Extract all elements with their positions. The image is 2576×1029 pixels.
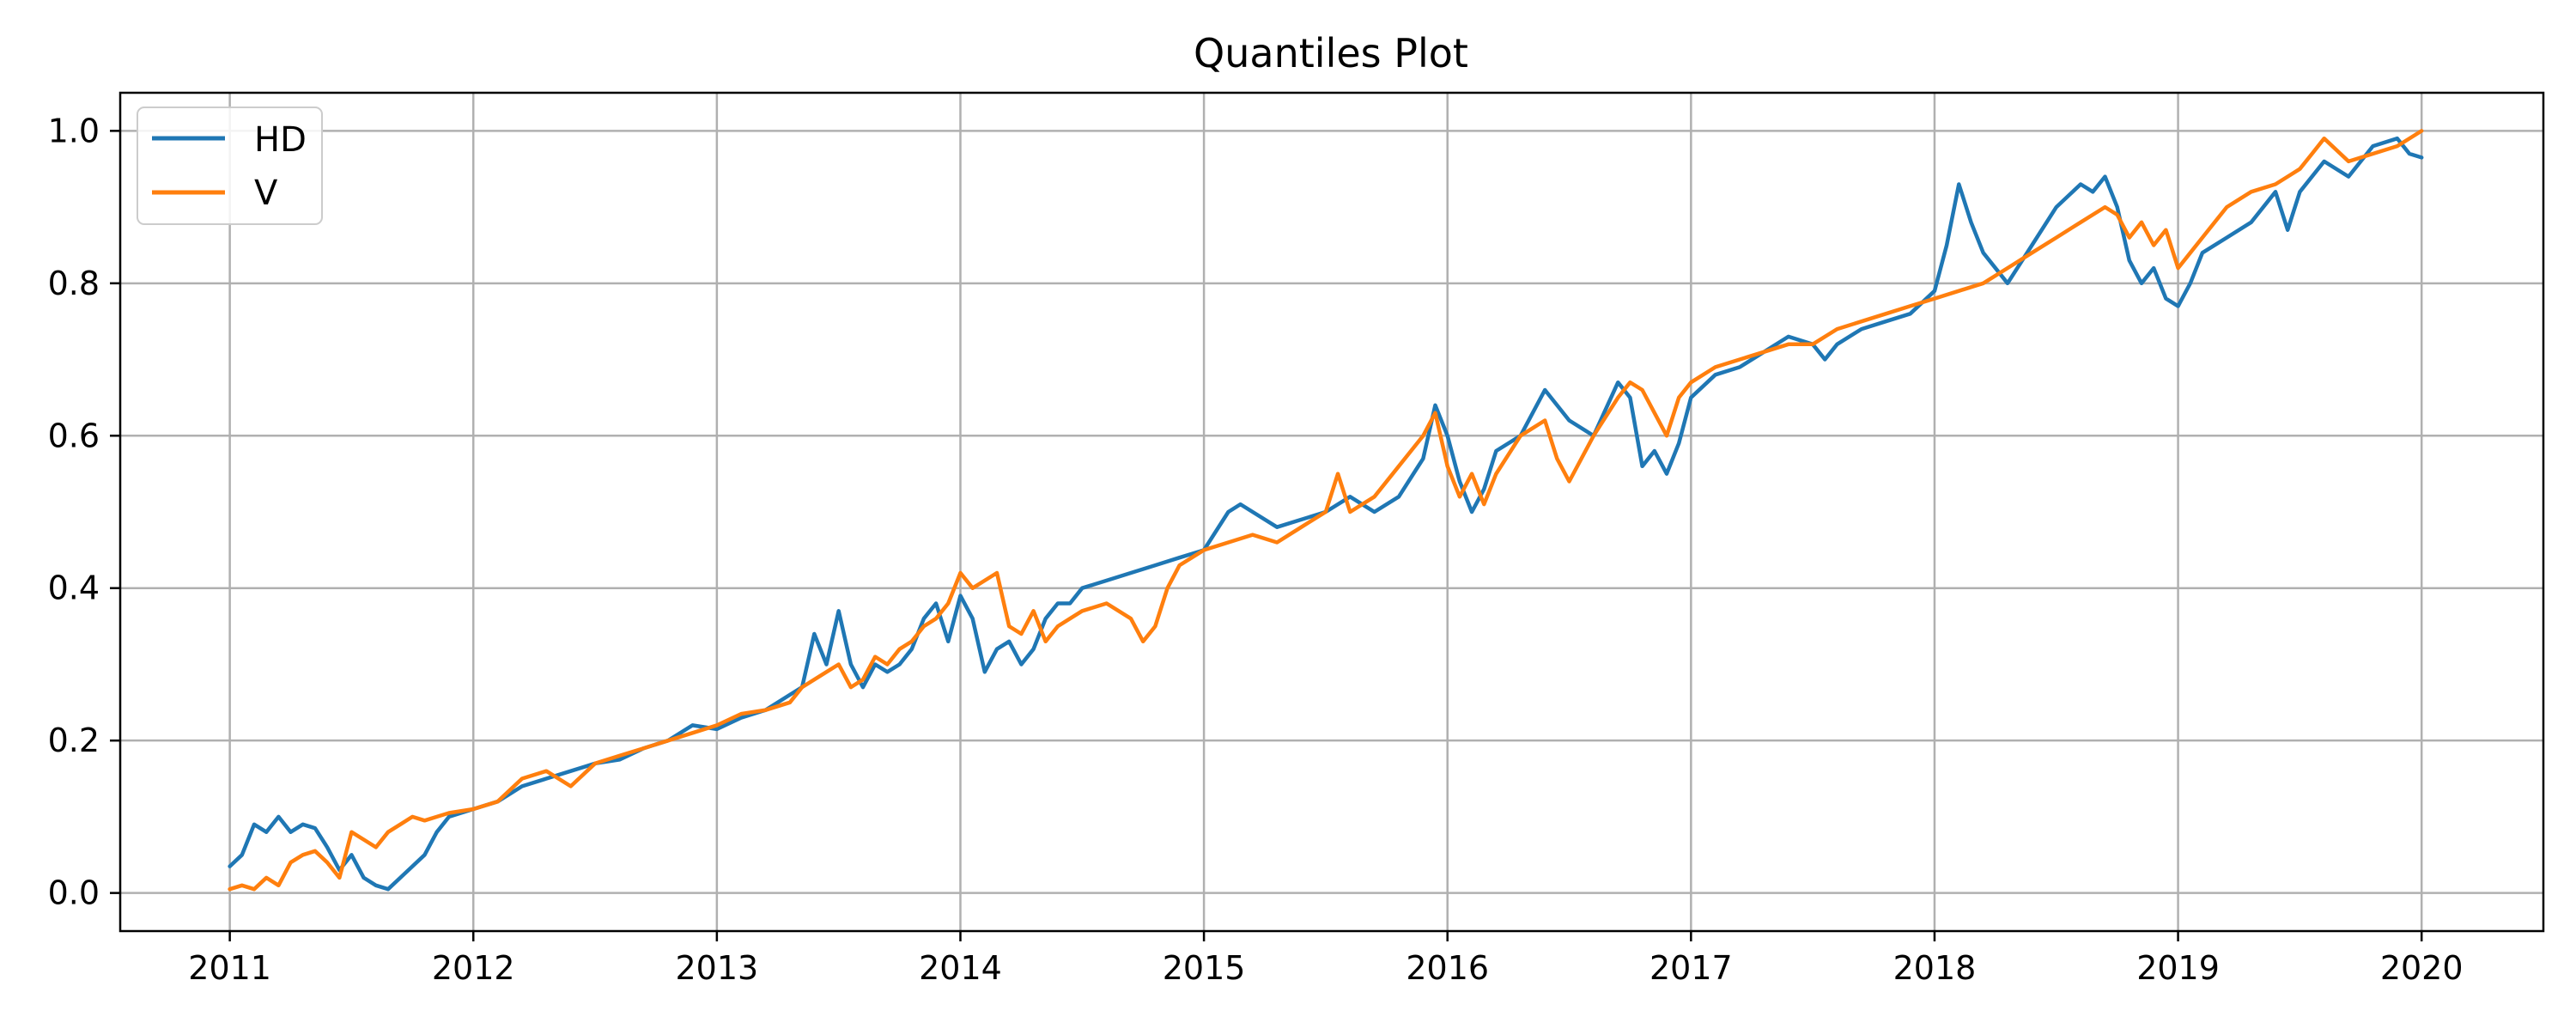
legend-label-hd: HD xyxy=(254,120,307,160)
axes-layer: 2011 2012 2013 2014 2015 2016 2017 2018 2019 2020… xyxy=(48,91,2545,987)
y-tick-label: 0.8 xyxy=(48,265,100,302)
plot-frame xyxy=(118,91,2545,933)
y-tick-label: 0.2 xyxy=(48,722,100,759)
x-tick-label: 2018 xyxy=(1893,949,1977,987)
x-tick-label: 2019 xyxy=(2136,949,2220,987)
y-tick-label: 0.6 xyxy=(48,417,100,454)
x-tick-label: 2016 xyxy=(1406,949,1489,987)
x-tick-label: 2012 xyxy=(432,949,515,987)
series-line-hd xyxy=(228,136,2424,892)
x-tick-label: 2020 xyxy=(2380,949,2464,987)
y-tick-label: 0.4 xyxy=(48,569,100,607)
series-layer xyxy=(228,129,2424,892)
x-tick-label: 2014 xyxy=(919,949,1002,987)
y-tick-label: 1.0 xyxy=(48,112,100,149)
legend: HD V xyxy=(137,107,323,225)
x-tick-label: 2013 xyxy=(676,949,759,987)
x-tick-label: 2017 xyxy=(1649,949,1733,987)
x-tick-label: 2015 xyxy=(1163,949,1246,987)
series-line-v xyxy=(228,129,2424,892)
x-tick-label: 2011 xyxy=(188,949,271,987)
legend-label-v: V xyxy=(254,174,278,213)
chart-title: Quantiles Plot xyxy=(1194,30,1468,76)
y-tick-label: 0.0 xyxy=(48,874,100,912)
